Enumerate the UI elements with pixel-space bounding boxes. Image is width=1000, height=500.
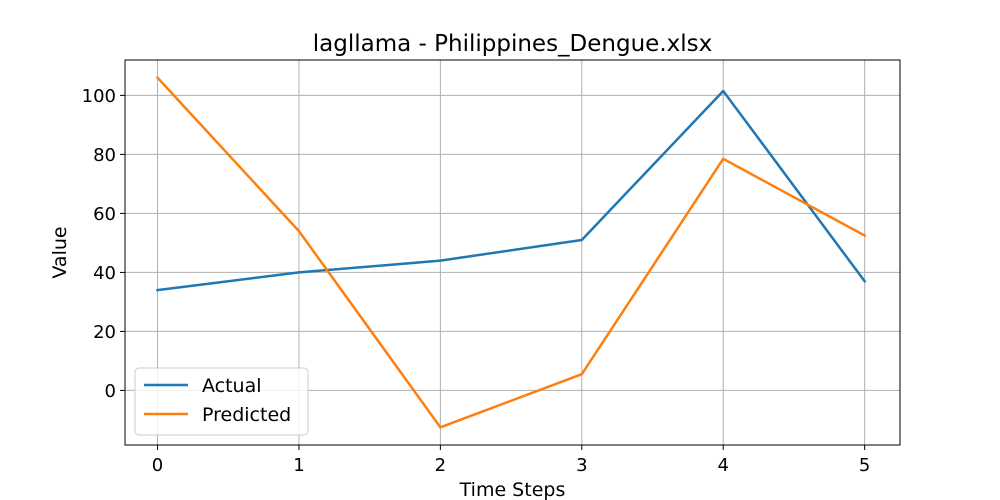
x-tick-label: 5 (859, 455, 870, 476)
x-axis-ticks: 0 1 2 3 4 5 (152, 445, 870, 476)
legend: Actual Predicted (134, 367, 309, 436)
series-line-actual (156, 89, 867, 292)
y-tick-label: 0 (105, 381, 116, 402)
y-tick-label: 40 (93, 263, 116, 284)
x-tick-label: 2 (435, 455, 446, 476)
y-axis-label: Value (49, 226, 71, 278)
series-line-predicted (155, 75, 867, 429)
x-grid (157, 60, 866, 445)
chart-title: lagllama - Philippines_Dengue.xlsx (313, 31, 712, 57)
y-tick-label: 20 (93, 322, 116, 343)
y-axis-ticks: 0 20 40 60 80 100 (82, 86, 125, 402)
plot-frame (124, 59, 901, 446)
y-tick-label: 60 (93, 204, 116, 225)
series-layer (155, 75, 867, 429)
legend-label-predicted: Predicted (202, 404, 291, 426)
y-tick-label: 100 (82, 86, 116, 107)
x-tick-label: 1 (293, 455, 304, 476)
x-axis-label: Time Steps (459, 479, 566, 500)
x-tick-label: 0 (152, 455, 163, 476)
x-tick-label: 3 (576, 455, 587, 476)
y-tick-label: 80 (93, 145, 116, 166)
x-tick-label: 4 (717, 455, 728, 476)
legend-label-actual: Actual (202, 375, 262, 397)
